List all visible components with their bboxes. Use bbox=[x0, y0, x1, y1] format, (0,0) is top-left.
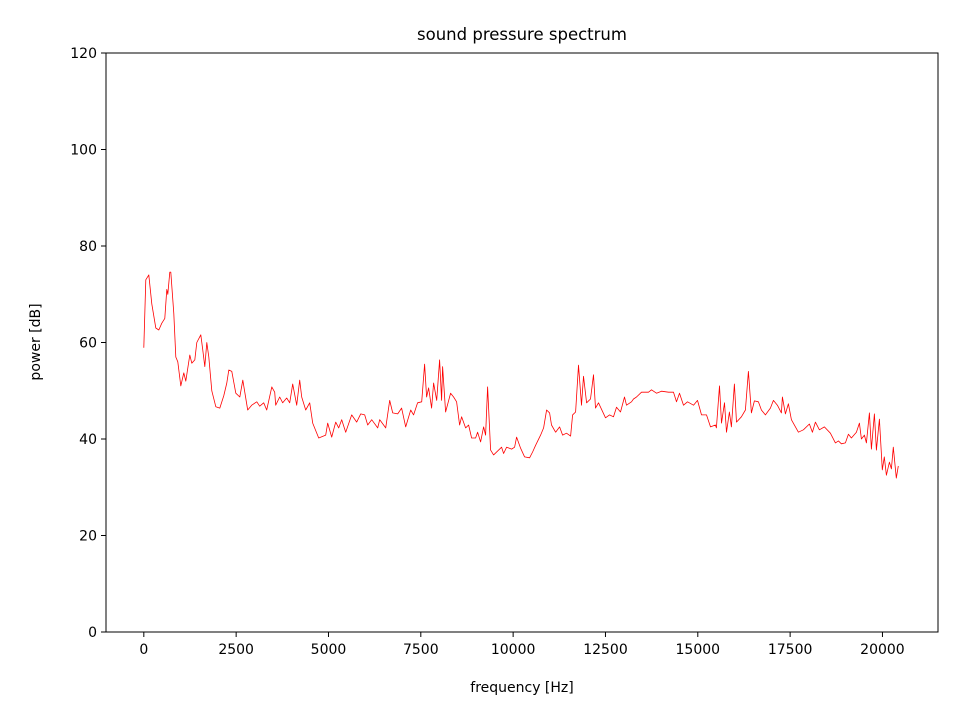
y-tick-label: 100 bbox=[70, 143, 97, 159]
x-axis-label: frequency [Hz] bbox=[470, 680, 573, 696]
y-tick-label: 40 bbox=[79, 432, 97, 448]
x-axis: 0 2500 5000 7500 10000 12500 15000 17500 20000 bbox=[139, 632, 905, 658]
y-tick-label: 20 bbox=[79, 529, 97, 545]
x-tick-label: 5000 bbox=[311, 642, 347, 658]
y-tick-label: 0 bbox=[88, 625, 97, 641]
x-tick-label: 10000 bbox=[491, 642, 536, 658]
x-tick-label: 0 bbox=[139, 642, 148, 658]
y-axis-label: power [dB] bbox=[28, 303, 44, 380]
axes-frame bbox=[105, 52, 939, 633]
x-tick-label: 20000 bbox=[860, 642, 905, 658]
y-tick-label: 60 bbox=[79, 336, 97, 352]
y-tick-label: 120 bbox=[70, 46, 97, 62]
spectrum-line bbox=[143, 271, 899, 479]
x-tick-label: 2500 bbox=[218, 642, 254, 658]
x-tick-label: 15000 bbox=[676, 642, 721, 658]
x-tick-label: 12500 bbox=[583, 642, 628, 658]
x-tick-label: 17500 bbox=[768, 642, 813, 658]
plot-area bbox=[143, 271, 899, 479]
y-tick-label: 80 bbox=[79, 239, 97, 255]
x-tick-label: 7500 bbox=[403, 642, 439, 658]
chart-title: sound pressure spectrum bbox=[417, 25, 627, 44]
y-axis: 0 20 40 60 80 100 120 bbox=[70, 46, 106, 641]
